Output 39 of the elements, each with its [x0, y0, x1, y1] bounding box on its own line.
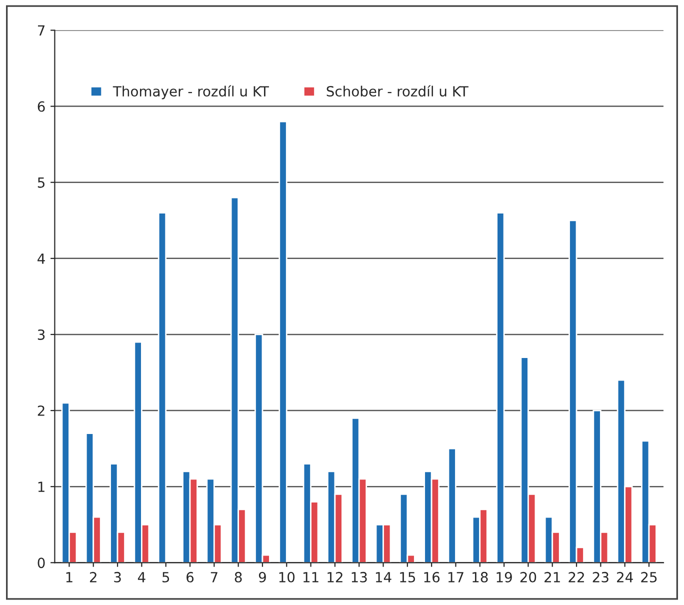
y-tick-label: 4 — [38, 254, 45, 264]
y-tick-label: 7 — [38, 25, 45, 36]
x-tick-label: 12 — [328, 572, 342, 582]
x-tick-label: 11 — [303, 572, 318, 582]
x-tick-label: 25 — [641, 572, 657, 582]
x-tick-label: 15 — [400, 572, 416, 582]
bar — [496, 212, 505, 563]
x-tick-label: 23 — [592, 572, 608, 582]
x-tick-label: 10 — [279, 572, 295, 582]
bar — [278, 120, 288, 563]
x-tick-label: 5 — [162, 572, 170, 582]
x-tick-label: 9 — [258, 572, 266, 582]
x-tick-label: 19 — [496, 572, 512, 582]
x-tick-label: 18 — [472, 572, 488, 582]
y-tick-label: 2 — [38, 406, 44, 416]
legend-label: Thomayer - rozdíl u KT — [112, 85, 269, 100]
y-tick-label: 6 — [38, 101, 45, 112]
x-tick-label: 6 — [186, 572, 194, 582]
x-tick-label: 21 — [544, 572, 560, 582]
x-tick-label: 3 — [114, 572, 121, 582]
x-tick-label: 14 — [376, 572, 392, 582]
x-tick-label: 7 — [210, 572, 218, 582]
x-tick-label: 8 — [234, 572, 242, 582]
x-tick-label: 13 — [352, 572, 367, 582]
y-tick-label: 3 — [38, 329, 45, 340]
bar — [448, 448, 456, 563]
x-tick-label: 2 — [90, 572, 96, 582]
x-tick-label: 1 — [66, 572, 72, 582]
x-tick-label: 24 — [617, 572, 633, 582]
y-tick-label: 0 — [38, 558, 45, 568]
y-tick-label: 1 — [38, 482, 44, 492]
x-tick-label: 16 — [424, 572, 440, 582]
y-tick-label: 5 — [38, 178, 44, 188]
bar — [158, 212, 167, 563]
x-tick-label: 22 — [568, 572, 584, 582]
legend-label: Schober - rozdíl u KT — [326, 85, 468, 97]
x-tick-label: 20 — [520, 572, 536, 582]
x-tick-label: 4 — [138, 572, 146, 582]
x-tick-label: 17 — [448, 572, 464, 582]
